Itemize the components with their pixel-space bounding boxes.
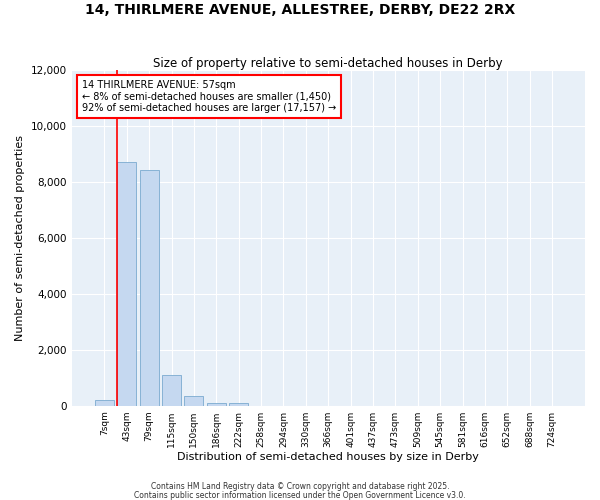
X-axis label: Distribution of semi-detached houses by size in Derby: Distribution of semi-detached houses by … — [178, 452, 479, 462]
Text: 14, THIRLMERE AVENUE, ALLESTREE, DERBY, DE22 2RX: 14, THIRLMERE AVENUE, ALLESTREE, DERBY, … — [85, 2, 515, 16]
Text: Contains HM Land Registry data © Crown copyright and database right 2025.: Contains HM Land Registry data © Crown c… — [151, 482, 449, 491]
Bar — [140, 170, 158, 406]
Text: 14 THIRLMERE AVENUE: 57sqm
← 8% of semi-detached houses are smaller (1,450)
92% : 14 THIRLMERE AVENUE: 57sqm ← 8% of semi-… — [82, 80, 336, 113]
Bar — [162, 375, 181, 406]
Bar — [184, 396, 203, 406]
Bar — [117, 162, 136, 406]
Title: Size of property relative to semi-detached houses in Derby: Size of property relative to semi-detach… — [154, 56, 503, 70]
Text: Contains public sector information licensed under the Open Government Licence v3: Contains public sector information licen… — [134, 490, 466, 500]
Bar — [95, 400, 114, 406]
Bar — [229, 404, 248, 406]
Y-axis label: Number of semi-detached properties: Number of semi-detached properties — [15, 134, 25, 340]
Bar — [207, 403, 226, 406]
